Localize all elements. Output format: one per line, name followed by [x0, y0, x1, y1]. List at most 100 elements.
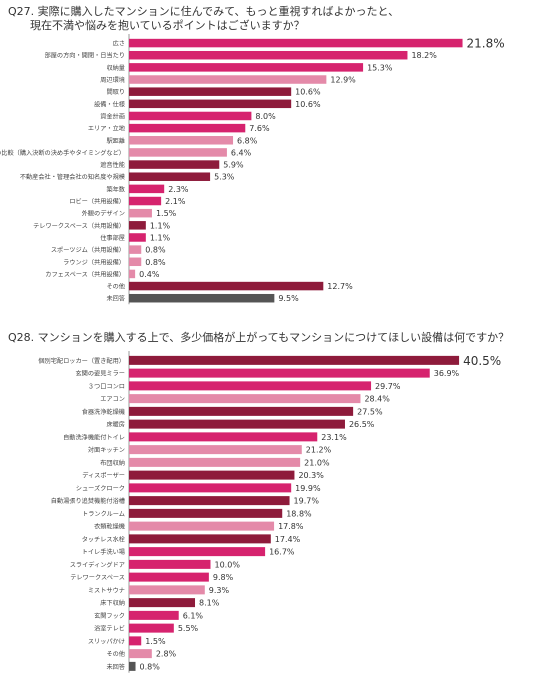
- bar: [129, 221, 146, 230]
- category-label: 外観のデザイン: [82, 210, 125, 218]
- category-label: 駅距離: [106, 137, 125, 145]
- value-label: 12.7%: [327, 282, 353, 291]
- category-label: 床暖房: [106, 421, 125, 429]
- value-label: 6.8%: [237, 136, 258, 145]
- value-label: 10.6%: [295, 100, 321, 109]
- value-label: 28.4%: [364, 395, 390, 404]
- value-label: 15.3%: [367, 63, 393, 72]
- bar: [129, 245, 142, 254]
- value-label: 17.8%: [278, 522, 304, 531]
- category-label: テレワークスペース（共用設備）: [33, 222, 125, 230]
- value-label: 1.5%: [145, 637, 166, 646]
- value-label: 21.2%: [306, 446, 332, 455]
- bar: [129, 233, 146, 242]
- bar: [129, 610, 179, 620]
- value-label: 9.5%: [278, 294, 299, 303]
- value-label: 10.6%: [295, 88, 321, 97]
- value-label: 8.0%: [255, 112, 276, 121]
- category-label: トイレ手洗い場: [82, 548, 125, 556]
- value-label: 16.7%: [269, 548, 295, 557]
- bar: [129, 123, 246, 133]
- value-label: 0.8%: [140, 662, 161, 671]
- bar: [129, 148, 227, 157]
- category-label: シューズクローク: [76, 484, 125, 492]
- bar: [129, 208, 152, 218]
- value-label: 29.7%: [375, 382, 401, 391]
- value-label: 1.5%: [156, 209, 177, 218]
- q28-title: Q28. マンションを購入する上で、多少価格が上がってもマンションにつけてほしい…: [8, 331, 510, 344]
- bar: [129, 623, 174, 633]
- category-label: 資金計画: [100, 112, 125, 120]
- bar: [129, 381, 372, 391]
- bar: [129, 172, 211, 181]
- value-label: 36.9%: [434, 369, 460, 378]
- q28-section: Q28. マンションを購入する上で、多少価格が上がってもマンションにつけてほしい…: [0, 325, 536, 689]
- category-label: カフェスペース（共用設備）: [45, 270, 125, 278]
- value-label: 19.9%: [295, 484, 321, 493]
- bar: [129, 521, 275, 531]
- bar: [129, 585, 205, 595]
- bar: [129, 111, 252, 121]
- category-label: 部屋の方向・開閉・日当たり: [45, 52, 125, 60]
- value-label: 6.4%: [231, 148, 252, 157]
- category-label: 間取り: [106, 89, 125, 96]
- bar: [129, 483, 292, 493]
- category-label: スライディングドア: [70, 561, 125, 569]
- bar: [129, 572, 209, 582]
- value-label: 27.5%: [357, 407, 383, 416]
- q28-bar-chart: 個別宅配ロッカー（置き配用） 40.5% 玄関の姿見ミラー 36.9% ３つ口コンロ 29…: [38, 351, 501, 673]
- q27-title-line1: Q27. 実際に購入したマンションに住んでみて、もっと重視すればよかったと、: [8, 5, 400, 18]
- category-label: テレワークスペース: [70, 575, 125, 582]
- bar: [129, 355, 460, 365]
- value-label: 0.8%: [145, 246, 166, 255]
- value-label: 1.1%: [150, 221, 171, 230]
- value-label: 7.6%: [249, 124, 270, 133]
- value-label: 2.3%: [168, 185, 189, 194]
- bar: [129, 75, 327, 84]
- category-label: ３つ口コンロ: [88, 383, 125, 390]
- value-label: 20.3%: [298, 471, 324, 480]
- value-label: 5.5%: [178, 624, 199, 633]
- bar: [129, 636, 142, 646]
- category-label: 玄関フック: [94, 612, 125, 620]
- bar: [129, 547, 266, 557]
- category-label: ディスポーザー: [82, 472, 125, 480]
- bar: [129, 136, 234, 145]
- category-label: 個別宅配ロッカー（置き配用）: [38, 357, 125, 365]
- bar: [129, 649, 152, 659]
- category-label: スリッパかけ: [88, 638, 125, 645]
- bar: [129, 661, 136, 671]
- category-label: 広さ: [113, 40, 125, 48]
- bar: [129, 368, 430, 378]
- category-label: エリア・立地: [88, 125, 125, 133]
- category-label: ミストサウナ: [88, 586, 125, 594]
- value-label: 0.8%: [145, 258, 166, 267]
- value-label: 5.9%: [223, 161, 244, 170]
- q27-section: Q27. 実際に購入したマンションに住んでみて、もっと重視すればよかったと、 現…: [0, 0, 536, 320]
- bar: [129, 598, 196, 608]
- category-label: その他: [106, 283, 125, 291]
- value-label: 2.1%: [165, 197, 186, 206]
- bar: [129, 419, 345, 429]
- bar: [129, 50, 408, 60]
- q27-bar-chart: 広さ 21.8% 部屋の方向・開閉・日当たり 18.2% 収納量 15.3% 周辺環境 12.…: [0, 34, 505, 305]
- value-label: 8.1%: [199, 599, 220, 608]
- value-label: 6.1%: [183, 611, 204, 620]
- bar: [129, 293, 275, 303]
- bar: [129, 38, 463, 48]
- value-label: 12.9%: [330, 76, 356, 85]
- category-label: 住事部屋: [100, 234, 125, 242]
- value-label: 10.0%: [215, 560, 241, 569]
- category-label: トランクルーム: [82, 511, 125, 518]
- category-label: ラウンジ（共用設備）: [63, 258, 125, 266]
- category-label: 未回答: [106, 295, 125, 303]
- value-label: 0.4%: [139, 270, 160, 279]
- category-label: 衣類乾燥機: [94, 523, 125, 531]
- value-label: 9.8%: [213, 573, 234, 582]
- category-label: 周辺環境: [100, 76, 125, 84]
- bar: [129, 445, 302, 455]
- bar: [129, 99, 292, 109]
- category-label: 床下収納: [100, 599, 125, 607]
- category-label: 未回答: [106, 663, 125, 671]
- category-label: 浴室テレビ: [94, 625, 125, 633]
